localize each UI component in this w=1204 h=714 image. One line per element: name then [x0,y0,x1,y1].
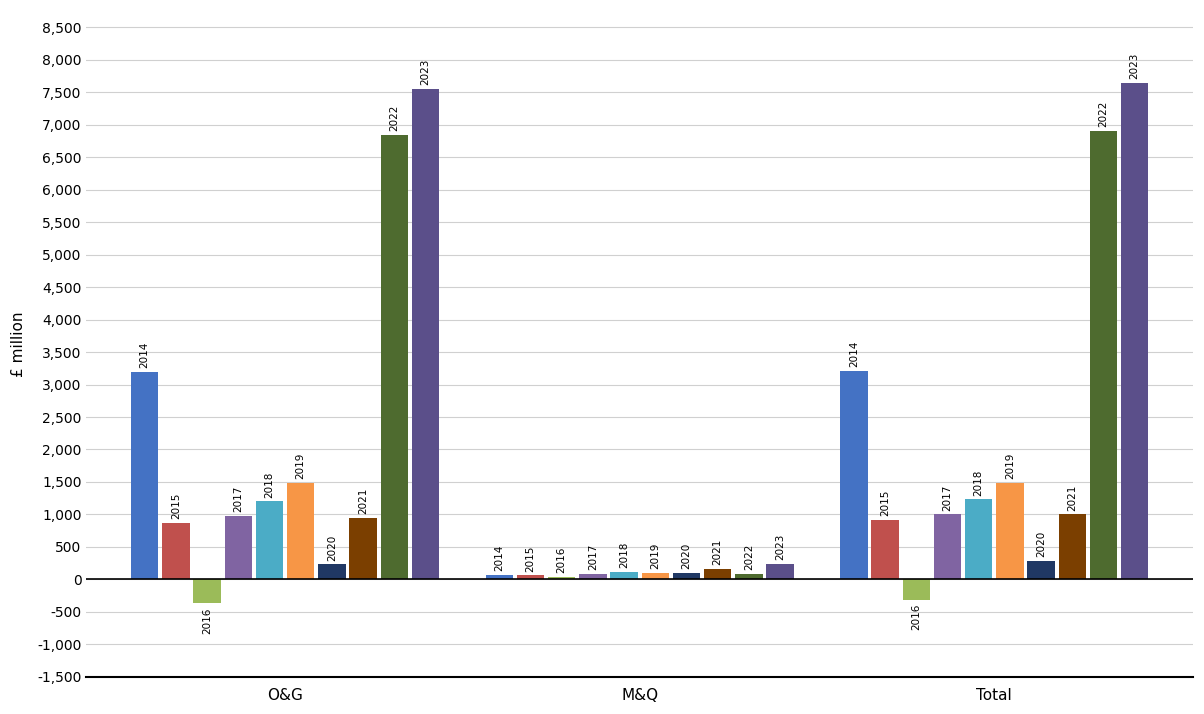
Bar [1027,561,1055,579]
Bar [642,573,669,579]
Bar [1058,514,1086,579]
Text: 2015: 2015 [171,493,181,519]
Text: 2016: 2016 [911,604,921,630]
Text: 2015: 2015 [880,490,890,516]
Text: 2014: 2014 [849,341,858,367]
Text: 2022: 2022 [389,104,400,131]
Text: 2017: 2017 [234,486,243,513]
Bar [964,500,992,579]
Text: 2020: 2020 [1037,531,1046,558]
Bar [287,483,314,579]
Text: 2021: 2021 [713,539,722,565]
Bar [255,501,283,579]
Text: 2018: 2018 [619,542,628,568]
Bar [673,573,701,579]
Text: 2023: 2023 [1129,52,1140,79]
Bar [736,573,762,579]
Text: 2014: 2014 [140,341,149,368]
Bar [840,371,868,579]
Bar [163,523,189,579]
Bar [380,134,408,579]
Bar [517,575,544,579]
Text: 2023: 2023 [775,533,785,560]
Bar [610,572,638,579]
Text: 2020: 2020 [681,543,691,569]
Bar [318,565,346,579]
Bar [903,579,929,600]
Text: 2021: 2021 [1067,484,1078,511]
Bar [934,514,961,579]
Text: 2022: 2022 [744,543,754,570]
Bar [131,371,159,579]
Bar [1090,131,1117,579]
Text: 2016: 2016 [556,547,567,573]
Text: 2015: 2015 [525,545,536,572]
Y-axis label: £ million: £ million [11,311,26,377]
Text: 2017: 2017 [588,543,598,570]
Bar [579,574,607,579]
Text: 2019: 2019 [650,542,660,568]
Text: 2017: 2017 [943,484,952,511]
Text: 2016: 2016 [202,608,212,633]
Bar [548,577,576,579]
Bar [412,89,439,579]
Bar [704,569,731,579]
Bar [194,579,220,603]
Text: 2019: 2019 [296,453,306,479]
Bar [872,521,899,579]
Text: 2019: 2019 [1005,453,1015,478]
Text: 2021: 2021 [358,488,368,514]
Bar [996,483,1023,579]
Bar [349,518,377,579]
Text: 2022: 2022 [1098,101,1109,127]
Text: 2023: 2023 [420,59,431,85]
Bar [767,564,793,579]
Text: 2018: 2018 [265,471,275,498]
Bar [485,575,513,579]
Text: 2020: 2020 [326,534,337,560]
Bar [224,516,252,579]
Bar [1121,83,1149,579]
Text: 2018: 2018 [974,469,984,496]
Text: 2014: 2014 [495,545,504,571]
